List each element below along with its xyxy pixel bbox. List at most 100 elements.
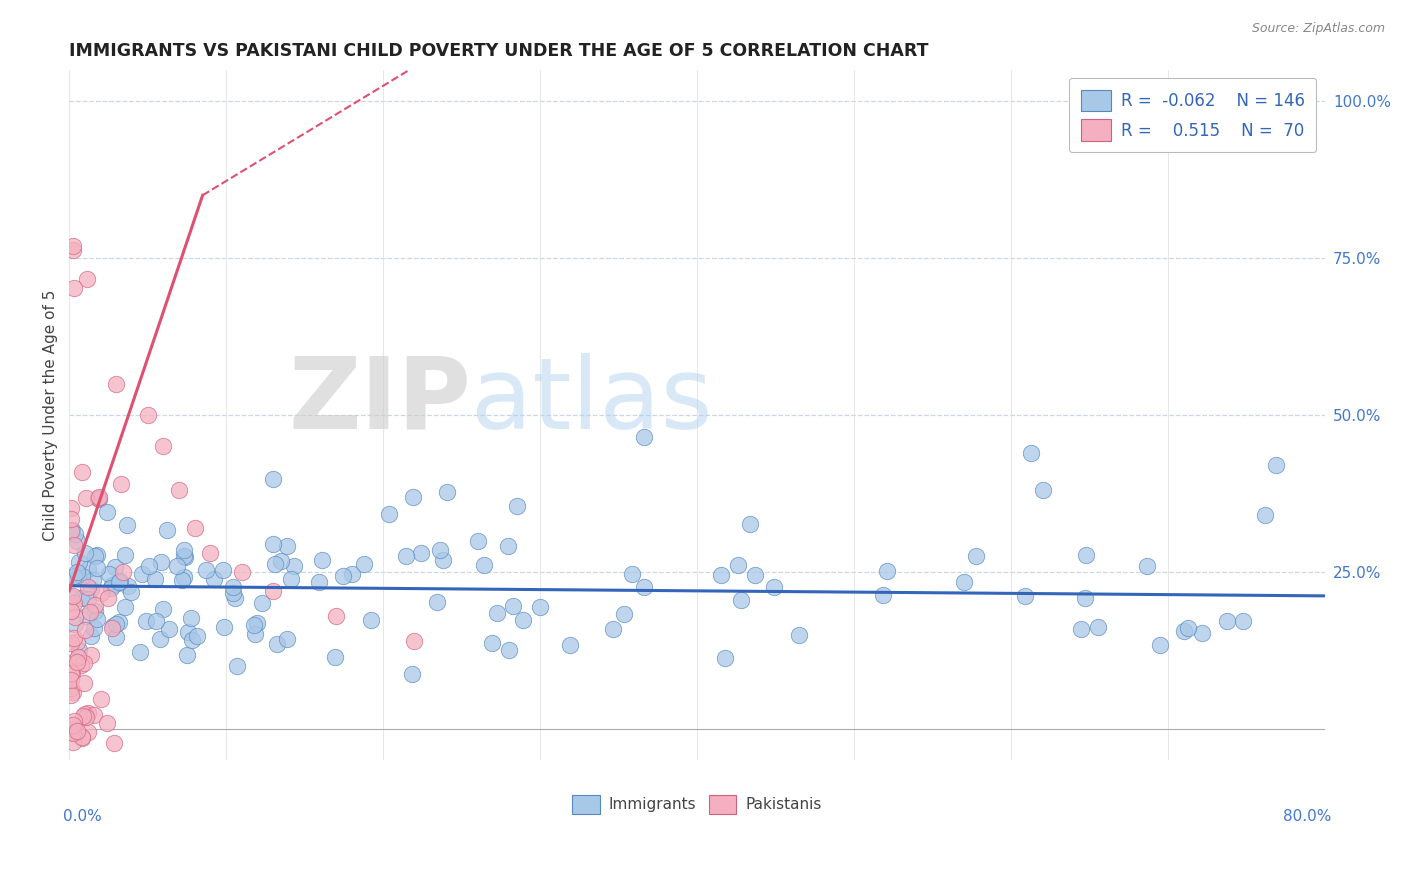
Point <box>145 614 167 628</box>
Point <box>744 568 766 582</box>
Point <box>965 549 987 563</box>
Point <box>953 574 976 589</box>
Point <box>426 595 449 609</box>
Point <box>276 539 298 553</box>
Point <box>73 623 96 637</box>
Point <box>59 590 82 604</box>
Text: atlas: atlas <box>471 352 713 450</box>
Point <box>872 588 894 602</box>
Point <box>710 567 733 582</box>
Point <box>226 659 249 673</box>
Point <box>730 593 752 607</box>
Point <box>66 723 89 738</box>
Point <box>323 649 346 664</box>
Point <box>876 564 898 578</box>
Point <box>111 565 134 579</box>
Point <box>62 735 84 749</box>
Point <box>212 563 235 577</box>
Point <box>152 439 174 453</box>
Point <box>486 606 509 620</box>
Point <box>506 499 529 513</box>
Point <box>1149 638 1171 652</box>
Point <box>77 561 100 575</box>
Point <box>114 599 136 614</box>
Point <box>264 558 287 572</box>
Point <box>79 582 101 597</box>
Point <box>394 549 416 564</box>
Point <box>66 534 89 549</box>
Point <box>481 636 503 650</box>
Point <box>512 613 534 627</box>
Point <box>143 572 166 586</box>
Point <box>59 665 82 680</box>
Point <box>101 578 124 592</box>
Point <box>66 565 89 579</box>
Point <box>70 730 93 744</box>
Point <box>136 408 159 422</box>
Point <box>63 723 86 738</box>
Point <box>67 642 90 657</box>
Point <box>276 632 298 647</box>
Point <box>63 527 86 541</box>
Point <box>283 559 305 574</box>
Point <box>115 518 138 533</box>
Point <box>1074 591 1097 605</box>
Point <box>67 649 90 664</box>
Point <box>60 667 83 681</box>
Point <box>311 553 333 567</box>
Point <box>270 554 292 568</box>
Point <box>75 710 97 724</box>
Text: Source: ZipAtlas.com: Source: ZipAtlas.com <box>1251 22 1385 36</box>
Point <box>62 569 84 583</box>
Point <box>70 657 93 672</box>
Point <box>166 558 188 573</box>
Point <box>66 635 89 649</box>
Point <box>100 581 122 595</box>
Point <box>72 657 94 671</box>
Point <box>83 549 105 563</box>
Point <box>135 614 157 628</box>
Point <box>60 524 83 538</box>
Text: IMMIGRANTS VS PAKISTANI CHILD POVERTY UNDER THE AGE OF 5 CORRELATION CHART: IMMIGRANTS VS PAKISTANI CHILD POVERTY UN… <box>69 42 929 60</box>
Point <box>77 706 100 720</box>
Point <box>107 575 129 590</box>
Legend: Immigrants, Pakistanis: Immigrants, Pakistanis <box>565 787 830 822</box>
Point <box>436 484 458 499</box>
Point <box>79 605 101 619</box>
Point <box>714 650 737 665</box>
Point <box>89 491 111 506</box>
Point <box>63 631 86 645</box>
Point <box>59 500 82 515</box>
Point <box>231 565 253 579</box>
Point <box>60 524 83 538</box>
Point <box>59 681 82 695</box>
Point <box>173 549 195 564</box>
Point <box>80 648 103 663</box>
Point <box>98 567 121 582</box>
Point <box>763 580 786 594</box>
Point <box>496 539 519 553</box>
Point <box>75 608 97 623</box>
Point <box>59 604 82 618</box>
Point <box>252 596 274 610</box>
Point <box>411 546 433 560</box>
Point <box>212 620 235 634</box>
Point <box>180 611 202 625</box>
Point <box>498 643 520 657</box>
Point <box>83 708 105 723</box>
Point <box>173 549 195 563</box>
Text: ZIP: ZIP <box>288 352 471 450</box>
Point <box>83 622 105 636</box>
Point <box>404 634 426 648</box>
Point <box>262 472 284 486</box>
Point <box>633 430 655 444</box>
Point <box>243 626 266 640</box>
Point <box>59 636 82 650</box>
Point <box>63 654 86 668</box>
Point <box>86 561 108 575</box>
Point <box>173 543 195 558</box>
Point <box>72 708 94 723</box>
Point <box>59 511 82 525</box>
Text: 80.0%: 80.0% <box>1282 809 1331 823</box>
Point <box>1032 483 1054 498</box>
